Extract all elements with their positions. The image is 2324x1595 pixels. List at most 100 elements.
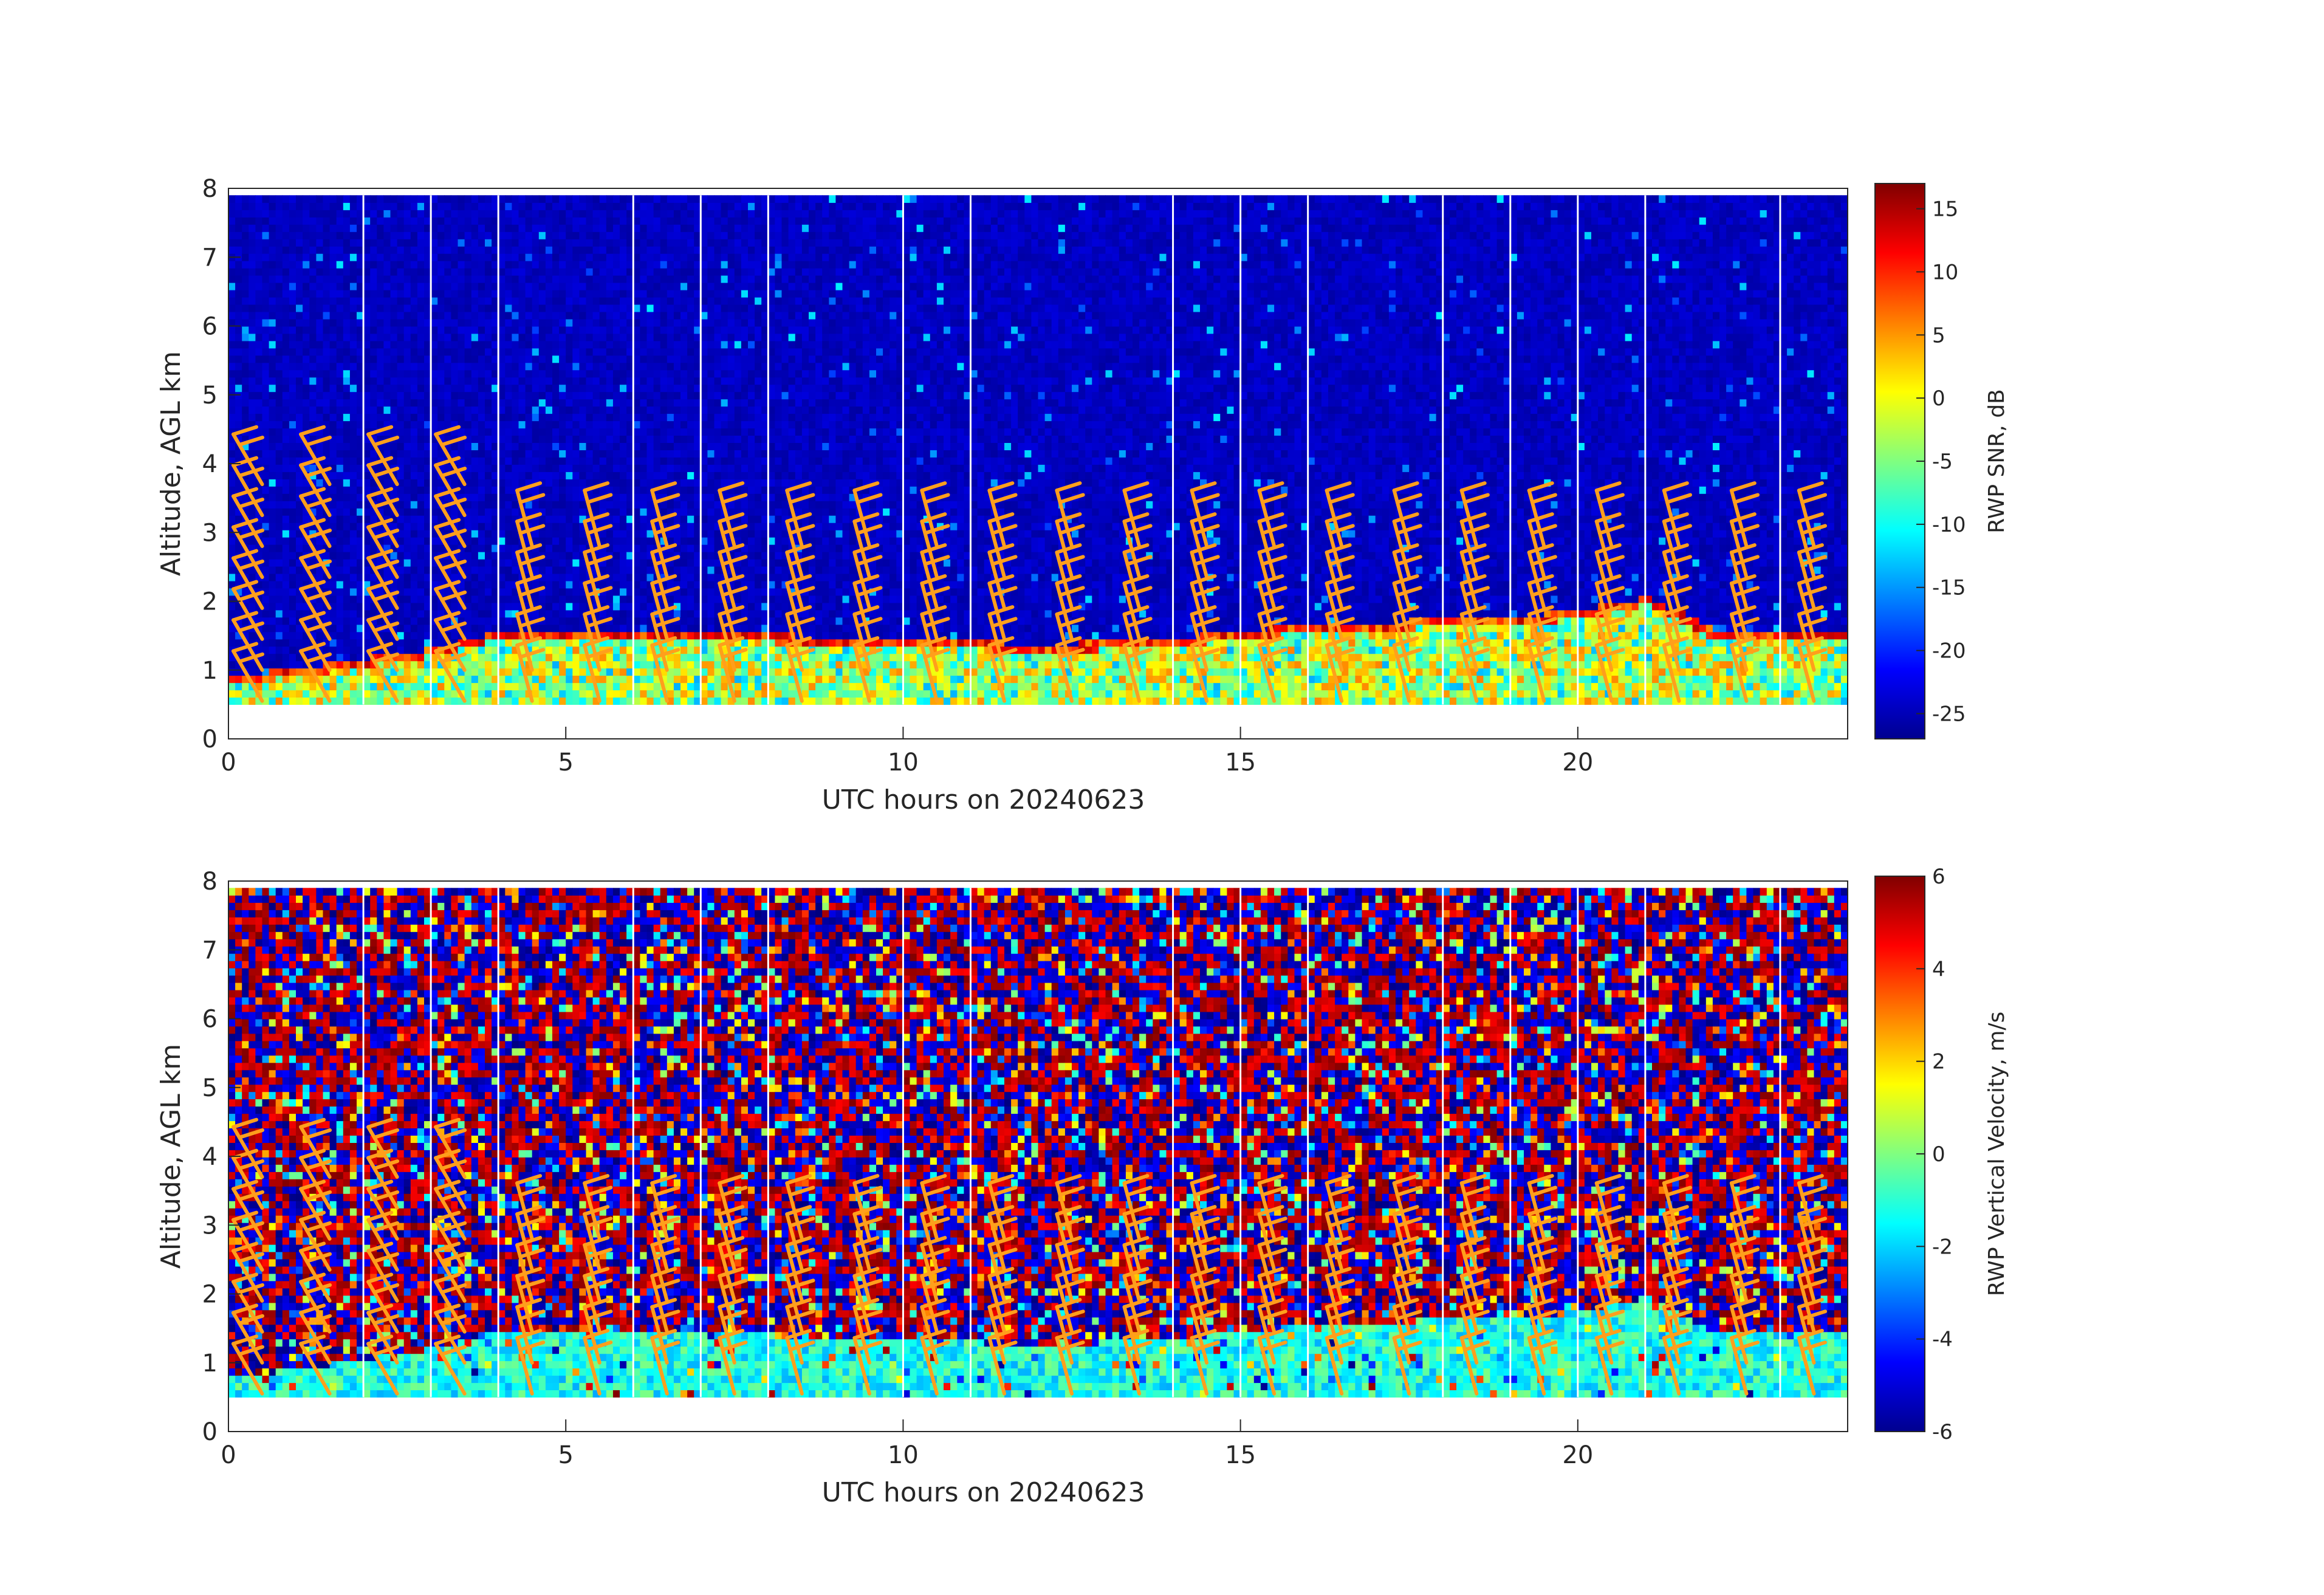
heatmap-cell <box>485 602 492 611</box>
heatmap-cell <box>492 617 499 625</box>
heatmap-cell <box>667 653 674 662</box>
heatmap-cell <box>646 340 654 349</box>
heatmap-cell <box>532 682 540 691</box>
heatmap-cell <box>309 297 317 305</box>
heatmap-cell <box>518 690 526 698</box>
heatmap-cell <box>262 617 270 625</box>
heatmap-cell <box>667 369 674 378</box>
heatmap-cell <box>370 275 377 283</box>
heatmap-cell <box>403 348 411 356</box>
heatmap-cell <box>538 239 546 247</box>
heatmap-cell <box>424 501 431 509</box>
heatmap-cell <box>471 391 479 400</box>
heatmap-cell <box>383 275 391 283</box>
heatmap-cell <box>262 246 270 254</box>
heatmap-cell <box>249 304 256 312</box>
heatmap-cell <box>343 311 351 320</box>
heatmap-cell <box>701 537 708 545</box>
heatmap-cell <box>599 210 607 218</box>
heatmap-cell <box>545 508 553 516</box>
heatmap-cell <box>518 239 526 247</box>
heatmap-cell <box>512 283 519 290</box>
heatmap-cell <box>620 428 627 436</box>
heatmap-cell <box>694 391 701 400</box>
heatmap-cell <box>255 210 263 218</box>
heatmap-cell <box>701 682 708 691</box>
heatmap-cell <box>410 624 418 633</box>
heatmap-cell <box>667 384 674 393</box>
heatmap-cell <box>424 369 431 378</box>
heatmap-cell <box>633 413 640 422</box>
heatmap-cell <box>566 501 573 509</box>
heatmap-cell <box>262 268 270 276</box>
heatmap-cell <box>532 362 540 371</box>
heatmap-cell <box>336 501 344 509</box>
heatmap-cell <box>492 340 499 349</box>
heatmap-cell <box>599 391 607 400</box>
heatmap-cell <box>478 501 485 509</box>
heatmap-cell <box>417 530 425 538</box>
heatmap-cell <box>451 660 459 669</box>
heatmap-cell <box>262 479 270 487</box>
heatmap-cell <box>566 493 573 501</box>
heatmap-cell <box>390 682 398 691</box>
heatmap-cell <box>586 617 594 625</box>
heatmap-cell <box>478 442 485 450</box>
heatmap-cell <box>667 552 674 560</box>
heatmap-cell <box>471 486 479 494</box>
heatmap-cell <box>680 501 688 509</box>
heatmap-cell <box>660 362 668 371</box>
heatmap-cell <box>626 566 634 574</box>
heatmap-cell <box>289 210 296 218</box>
heatmap-cell <box>451 290 459 298</box>
heatmap-cell <box>410 457 418 465</box>
heatmap-cell <box>329 523 337 530</box>
heatmap-cell <box>660 406 668 414</box>
heatmap-cell <box>249 631 256 640</box>
heatmap-cell <box>275 406 283 414</box>
heatmap-cell <box>512 340 519 349</box>
heatmap-cell <box>532 457 540 465</box>
heatmap-cell <box>633 377 640 385</box>
heatmap-cell <box>599 552 607 560</box>
heatmap-cell <box>512 384 519 393</box>
heatmap-cell <box>640 340 648 349</box>
heatmap-cell <box>289 290 296 298</box>
heatmap-cell <box>289 384 296 393</box>
heatmap-cell <box>701 653 708 662</box>
heatmap-cell <box>397 523 405 530</box>
heatmap-cell <box>303 202 310 210</box>
heatmap-cell <box>403 253 411 261</box>
heatmap-cell <box>626 537 634 545</box>
heatmap-cell <box>377 333 384 341</box>
heatmap-cell <box>673 399 681 407</box>
heatmap-cell <box>289 304 296 312</box>
heatmap-cell <box>471 552 479 560</box>
heatmap-cell <box>370 420 377 429</box>
heatmap-cell <box>357 318 364 327</box>
heatmap-cell <box>228 653 236 662</box>
heatmap-cell <box>329 210 337 218</box>
heatmap-cell <box>566 580 573 589</box>
heatmap-cell <box>249 537 256 545</box>
heatmap-cell <box>242 202 249 210</box>
heatmap-cell <box>599 690 607 698</box>
heatmap-cell <box>323 515 331 523</box>
heatmap-cell <box>458 318 465 327</box>
heatmap-cell <box>592 268 600 276</box>
heatmap-cell <box>701 479 708 487</box>
heatmap-cell <box>667 283 674 290</box>
heatmap-cell <box>701 558 708 567</box>
heatmap-cell <box>370 246 377 254</box>
heatmap-cell <box>262 340 270 349</box>
heatmap-cell <box>303 283 310 290</box>
heatmap-cell <box>592 573 600 581</box>
heatmap-cell <box>464 333 472 341</box>
heatmap-cell <box>471 413 479 422</box>
heatmap-cell <box>275 668 283 676</box>
heatmap-cell <box>262 348 270 356</box>
heatmap-cell <box>572 624 580 633</box>
heatmap-cell <box>653 297 661 305</box>
heatmap-cell <box>694 297 701 305</box>
heatmap-cell <box>572 275 580 283</box>
